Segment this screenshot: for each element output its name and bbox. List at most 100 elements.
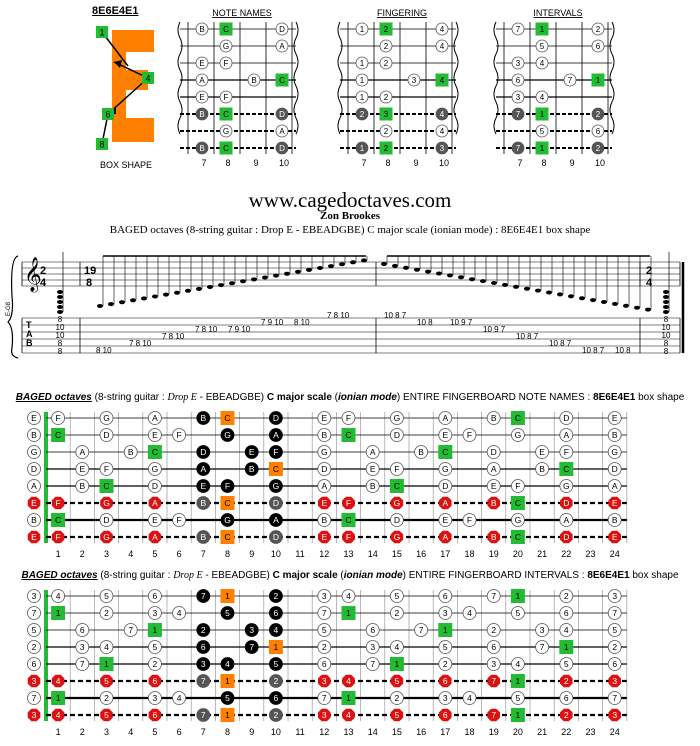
open-marker <box>195 90 209 104</box>
marker-label: A <box>491 464 497 474</box>
tab-run-group: 10 8 7 <box>384 311 407 320</box>
open-marker <box>27 428 41 442</box>
box-note-marker <box>268 657 283 671</box>
marker-label: 2 <box>274 710 279 720</box>
box-note-marker <box>244 623 259 637</box>
low-string-marker <box>608 530 621 544</box>
open-marker <box>317 411 332 425</box>
marker-label: 5 <box>104 676 109 686</box>
tab-letter: A <box>26 329 33 339</box>
root-marker <box>389 657 404 671</box>
marker-label: 2 <box>395 693 400 703</box>
low-string-marker <box>51 674 65 688</box>
box-note-marker <box>244 640 259 654</box>
tab-letter: B <box>26 338 33 348</box>
marker-label: 6 <box>153 591 158 601</box>
description: BAGED octaves (8-string guitar : Drop E … <box>109 224 591 236</box>
root-marker <box>341 428 356 442</box>
box-low-note-marker <box>196 708 211 722</box>
box-low-note-marker <box>268 674 283 688</box>
note-head <box>663 305 669 309</box>
marker-label: 3 <box>516 59 521 68</box>
open-marker <box>275 124 289 138</box>
open-marker <box>462 691 477 705</box>
marker-label: 6 <box>443 591 448 601</box>
note-head <box>350 260 356 265</box>
marker-label: 4 <box>56 676 61 686</box>
low-string-marker <box>560 530 573 544</box>
box-note-marker <box>196 589 211 603</box>
marker-label: G <box>563 481 570 491</box>
fret-number: 2 <box>80 549 85 559</box>
marker-label: G <box>224 515 231 525</box>
marker-label: G <box>103 413 110 423</box>
tab-run-group: 7 8 10 <box>162 332 185 341</box>
open-marker <box>317 589 332 603</box>
tab-run-group: 8 10 <box>96 346 112 355</box>
open-marker <box>535 462 549 476</box>
note-head <box>251 277 257 282</box>
note-head <box>458 275 464 280</box>
low-string-marker <box>560 708 573 722</box>
root-marker <box>559 462 574 476</box>
marker-label: 2 <box>395 608 400 618</box>
marker-label: D <box>442 481 448 491</box>
diagram-title: NOTE NAMES <box>212 8 272 18</box>
note-head <box>97 304 103 308</box>
open-marker <box>607 640 622 654</box>
intervals-title-guitar: (8-string guitar : <box>100 570 171 581</box>
fret-number: 7 <box>201 549 206 559</box>
open-marker <box>462 513 477 527</box>
box-low-note-marker <box>435 141 449 155</box>
marker-label: 1 <box>153 625 158 635</box>
marker-label: 1 <box>56 608 61 618</box>
nut <box>44 590 48 721</box>
open-marker <box>559 691 574 705</box>
marker-label: 2 <box>384 25 389 34</box>
open-marker <box>365 623 380 637</box>
note-head <box>152 294 158 299</box>
marker-label: 3 <box>322 710 327 720</box>
low-string-marker <box>100 496 113 510</box>
tab-run-group: 7 9 10 <box>228 325 251 334</box>
author: Zon Brookes <box>319 210 380 222</box>
marker-label: 2 <box>274 676 279 686</box>
fret-number: 12 <box>319 727 329 737</box>
box-note-marker <box>244 445 259 459</box>
diagram-fret-number: 8 <box>541 158 546 168</box>
open-marker <box>27 479 41 493</box>
open-marker <box>195 56 209 70</box>
intervals-title-tuning-rest: - EBEADGBE) <box>205 570 270 581</box>
marker-label: D <box>563 498 569 508</box>
open-marker <box>607 462 622 476</box>
marker-label: 3 <box>384 110 389 119</box>
marker-label: C <box>515 532 521 542</box>
box-note-marker <box>196 640 211 654</box>
low-string-marker <box>439 496 452 510</box>
note-head <box>262 275 268 280</box>
marker-label: 3 <box>612 591 617 601</box>
marker-label: 5 <box>516 608 521 618</box>
open-marker <box>389 462 404 476</box>
low-string-marker <box>318 708 331 722</box>
marker-label: 3 <box>153 693 158 703</box>
marker-label: 1 <box>395 659 400 669</box>
open-marker <box>607 623 622 637</box>
open-marker <box>607 479 622 493</box>
open-marker <box>379 56 393 70</box>
open-marker <box>559 589 574 603</box>
tab-letter: T <box>26 320 32 330</box>
low-string-marker <box>100 674 113 688</box>
marker-label: 1 <box>346 693 351 703</box>
marker-label: 2 <box>384 59 389 68</box>
box-root-marker <box>220 708 235 722</box>
fret-number: 18 <box>464 549 474 559</box>
box-low-note-marker <box>511 107 525 121</box>
marker-label: 7 <box>516 25 521 34</box>
fret-number: 23 <box>585 727 595 737</box>
open-marker <box>247 73 261 87</box>
marker-label: 5 <box>395 676 400 686</box>
low-string-marker <box>342 708 355 722</box>
marker-label: 5 <box>322 625 327 635</box>
marker-label: 2 <box>564 710 569 720</box>
